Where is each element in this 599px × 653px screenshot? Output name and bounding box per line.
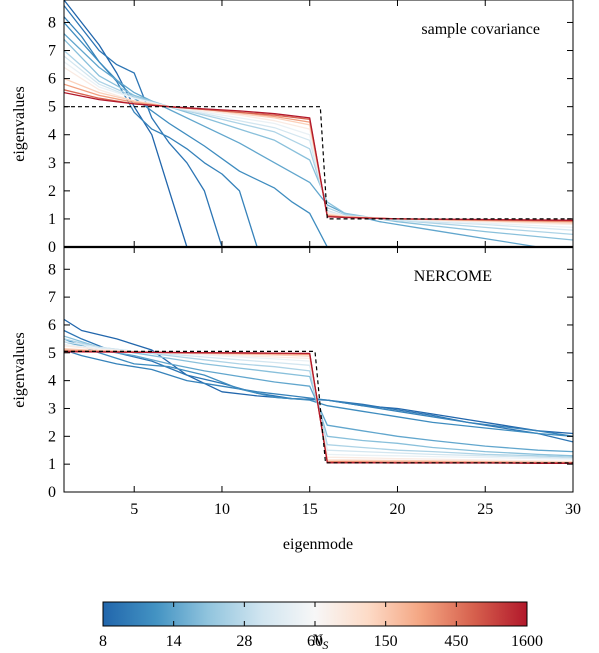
panel-nercome: 0 1 2 3 4 5 6 7 8 5 10 15 20 25 30 NERCOME eigenvalues… [11, 246, 581, 553]
y-tick-label: 0 [48, 484, 56, 501]
colorbar-tick-label: 150 [374, 633, 398, 650]
colorbar-tick-label: 450 [444, 633, 468, 650]
y-tick-label: 7 [48, 289, 56, 306]
panel-annotation: sample covariance [421, 21, 540, 38]
x-tick-label: 10 [214, 501, 230, 518]
reference-line [64, 350, 573, 464]
reference-line [64, 106, 573, 220]
colorbar-tick-label: 1600 [511, 633, 543, 650]
colorbar-tick-label: 8 [99, 633, 107, 650]
y-tick-label: 4 [48, 127, 56, 144]
series-line [64, 329, 573, 443]
series-line [64, 338, 573, 437]
series-line [64, 349, 573, 437]
x-tick-label: 15 [302, 501, 318, 518]
colorbar-tick-label: 60 [307, 633, 323, 650]
colorbar: 8 14 28 60 150 450 1600 NS [99, 601, 543, 652]
panel-annotation: NERCOME [414, 268, 492, 285]
y-tick-label: 2 [48, 183, 56, 200]
x-tick-label: 30 [565, 501, 581, 518]
series-line [64, 341, 573, 453]
y-tick-label: 6 [48, 317, 56, 334]
colorbar-tick-label: 14 [166, 633, 182, 650]
y-axis-label: eigenvalues [11, 332, 28, 408]
y-tick-label: 6 [48, 71, 56, 88]
y-tick-label: 3 [48, 400, 56, 417]
series-line [64, 38, 573, 241]
series-line [64, 5, 223, 247]
panel-sample-covariance: 0 1 2 3 4 5 6 7 8 sample covariance eigenvalues [11, 0, 574, 256]
y-tick-label: 8 [48, 14, 56, 31]
y-tick-label: 2 [48, 428, 56, 445]
x-tick-label: 25 [477, 501, 493, 518]
y-tick-label: 1 [48, 456, 56, 473]
y-tick-label: 0 [48, 239, 56, 256]
y-tick-label: 3 [48, 155, 56, 172]
colorbar-label-sub: S [322, 638, 328, 652]
x-tick-label: 5 [130, 501, 138, 518]
y-tick-label: 8 [48, 261, 56, 278]
colorbar-label: NS [311, 632, 329, 652]
colorbar-label-main: N [311, 632, 324, 649]
y-tick-label: 1 [48, 211, 56, 228]
colorbar-tick-label: 28 [236, 633, 252, 650]
y-tick-label: 7 [48, 43, 56, 60]
series-line [64, 91, 573, 221]
series-line [64, 335, 573, 457]
y-tick-label: 4 [48, 373, 56, 390]
x-tick-label: 20 [389, 501, 405, 518]
y-tick-label: 5 [48, 345, 56, 362]
y-axis-label: eigenvalues [11, 86, 28, 162]
y-tick-label: 5 [48, 99, 56, 116]
series-line [64, 33, 539, 247]
plot-area [64, 0, 573, 247]
x-axis-label: eigenmode [283, 536, 353, 553]
